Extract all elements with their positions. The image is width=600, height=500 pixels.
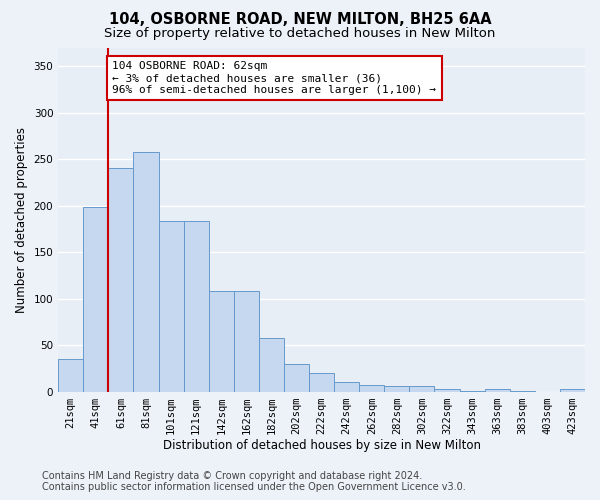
Bar <box>209 291 234 392</box>
Bar <box>409 386 434 392</box>
Bar <box>58 359 83 392</box>
Bar <box>259 338 284 392</box>
Text: 104, OSBORNE ROAD, NEW MILTON, BH25 6AA: 104, OSBORNE ROAD, NEW MILTON, BH25 6AA <box>109 12 491 28</box>
Text: Contains HM Land Registry data © Crown copyright and database right 2024.: Contains HM Land Registry data © Crown c… <box>42 471 422 481</box>
Bar <box>158 222 184 392</box>
X-axis label: Distribution of detached houses by size in New Milton: Distribution of detached houses by size … <box>163 440 481 452</box>
Bar <box>434 389 460 392</box>
Bar <box>109 168 133 392</box>
Bar <box>460 390 485 392</box>
Text: Contains public sector information licensed under the Open Government Licence v3: Contains public sector information licen… <box>42 482 466 492</box>
Text: Size of property relative to detached houses in New Milton: Size of property relative to detached ho… <box>104 28 496 40</box>
Y-axis label: Number of detached properties: Number of detached properties <box>15 126 28 312</box>
Bar <box>385 386 409 392</box>
Bar <box>359 385 385 392</box>
Bar <box>133 152 158 392</box>
Bar <box>510 390 535 392</box>
Bar <box>83 206 109 392</box>
Bar <box>234 291 259 392</box>
Bar <box>485 389 510 392</box>
Bar <box>309 373 334 392</box>
Bar <box>284 364 309 392</box>
Bar <box>334 382 359 392</box>
Bar <box>560 389 585 392</box>
Bar <box>184 222 209 392</box>
Text: 104 OSBORNE ROAD: 62sqm
← 3% of detached houses are smaller (36)
96% of semi-det: 104 OSBORNE ROAD: 62sqm ← 3% of detached… <box>112 62 436 94</box>
